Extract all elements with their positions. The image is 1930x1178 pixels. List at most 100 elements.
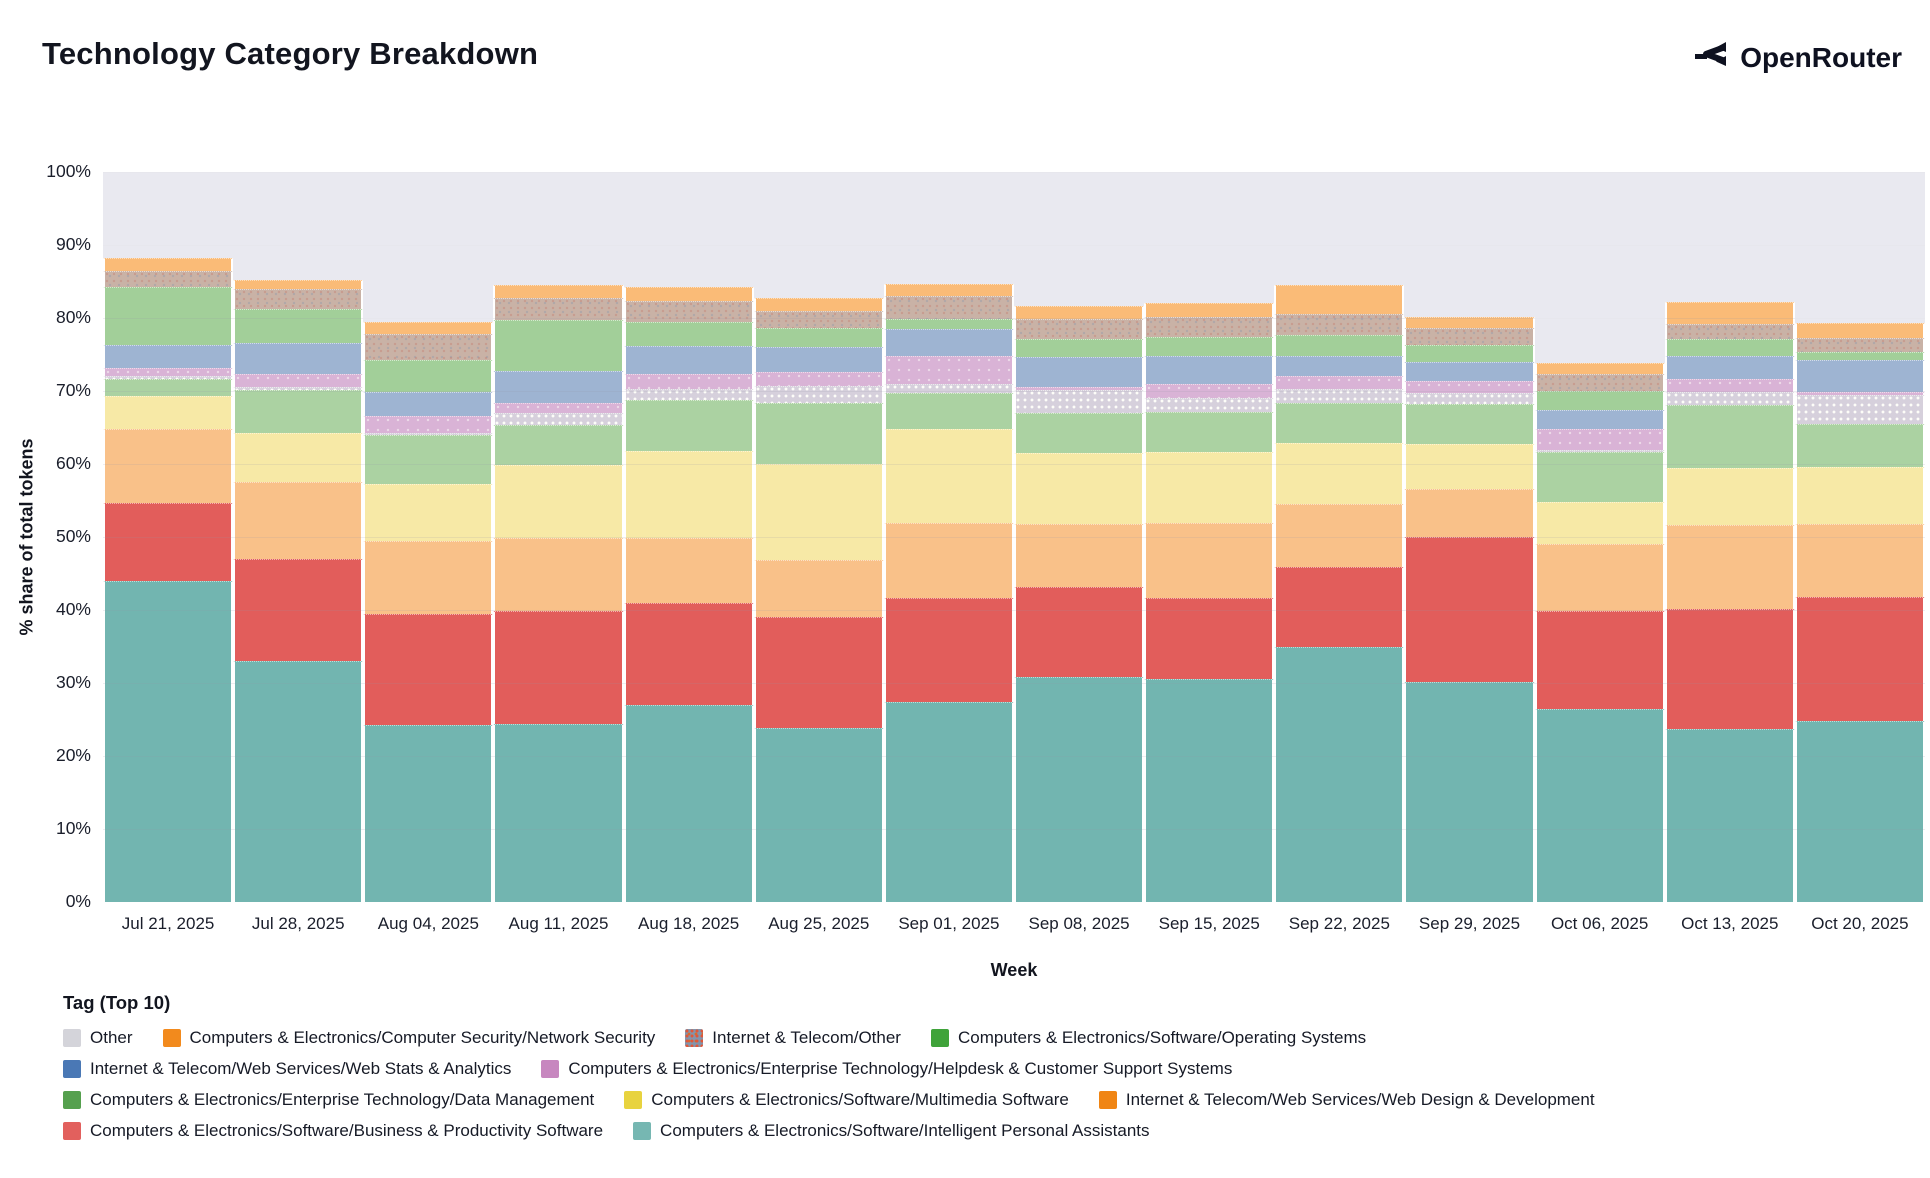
bar-segment-dm[interactable]	[623, 399, 754, 451]
bar-segment-ws[interactable]	[1013, 356, 1145, 387]
bar-segment-other[interactable]	[883, 383, 1014, 394]
bar-segment-other[interactable]	[1013, 390, 1145, 413]
bar-segment-ito[interactable]	[1534, 374, 1665, 392]
legend-item-ito[interactable]: Internet & Telecom/Other	[685, 1028, 901, 1048]
bar-segment-other[interactable]	[1534, 450, 1665, 453]
bar-segment-ipa[interactable]	[1534, 708, 1665, 902]
bar-segment-os[interactable]	[363, 359, 494, 393]
bar-segment-hd[interactable]	[1664, 379, 1795, 392]
bar-segment-dm[interactable]	[1534, 452, 1665, 502]
bar-segment-bp[interactable]	[493, 611, 624, 724]
bar-segment-hd[interactable]	[1404, 380, 1535, 393]
bar-segment-dm[interactable]	[1404, 404, 1535, 445]
bar-segment-ipa[interactable]	[363, 725, 494, 902]
bar-segment-ws[interactable]	[1144, 356, 1275, 385]
bar-segment-ipa[interactable]	[103, 580, 234, 902]
bar-segment-other[interactable]	[1274, 388, 1405, 403]
bar-segment-wdd[interactable]	[883, 523, 1014, 599]
bar-segment-ws[interactable]	[233, 342, 364, 375]
bar-segment-wdd[interactable]	[103, 428, 234, 504]
bar-segment-ns[interactable]	[1534, 362, 1665, 375]
bar-segment-ito[interactable]	[103, 270, 234, 287]
bar-segment-os[interactable]	[1794, 352, 1925, 360]
bar-segment-ns[interactable]	[1144, 302, 1275, 318]
bar-segment-hd[interactable]	[1013, 386, 1145, 391]
bar-segment-mm[interactable]	[233, 432, 364, 483]
bar-segment-ipa[interactable]	[623, 704, 754, 902]
bar-segment-os[interactable]	[103, 286, 234, 346]
bar-segment-wdd[interactable]	[1404, 488, 1535, 538]
bar-segment-hd[interactable]	[883, 356, 1014, 384]
bar-segment-hd[interactable]	[493, 402, 624, 413]
bar-segment-os[interactable]	[493, 320, 624, 372]
bar-segment-dm[interactable]	[1274, 402, 1405, 443]
bar-segment-bp[interactable]	[1404, 537, 1535, 682]
bar-segment-bp[interactable]	[1013, 586, 1145, 678]
legend-item-mm[interactable]: Computers & Electronics/Software/Multime…	[624, 1090, 1069, 1110]
bar-segment-ipa[interactable]	[233, 661, 364, 902]
bar-segment-hd[interactable]	[1534, 429, 1665, 451]
bar-segment-ns[interactable]	[363, 321, 494, 335]
bar-segment-hd[interactable]	[623, 374, 754, 389]
bar-segment-ws[interactable]	[493, 371, 624, 403]
bar-segment-mm[interactable]	[753, 464, 884, 561]
bar-segment-ipa[interactable]	[493, 723, 624, 902]
bar-segment-ipa[interactable]	[883, 701, 1014, 902]
bar-segment-hd[interactable]	[233, 374, 364, 388]
bar-segment-wdd[interactable]	[363, 540, 494, 614]
bar-segment-ipa[interactable]	[1144, 678, 1275, 902]
bar-segment-ws[interactable]	[1274, 356, 1405, 376]
bar-segment-mm[interactable]	[623, 450, 754, 539]
bar-segment-ito[interactable]	[883, 296, 1014, 319]
bar-segment-dm[interactable]	[363, 434, 494, 484]
legend-item-bp[interactable]: Computers & Electronics/Software/Busines…	[63, 1121, 603, 1141]
bar-segment-bp[interactable]	[233, 558, 364, 662]
bar-segment-ws[interactable]	[1794, 359, 1925, 392]
legend-item-other[interactable]: Other	[63, 1028, 133, 1048]
bar-segment-other[interactable]	[363, 432, 494, 435]
bar-segment-ito[interactable]	[493, 297, 624, 321]
bar-segment-bp[interactable]	[883, 598, 1014, 702]
bar-segment-wdd[interactable]	[233, 482, 364, 559]
bar-segment-ipa[interactable]	[1274, 647, 1405, 902]
bar-segment-ito[interactable]	[1144, 317, 1275, 338]
bar-segment-other[interactable]	[623, 388, 754, 400]
bar-segment-ws[interactable]	[1664, 356, 1795, 380]
bar-segment-bp[interactable]	[103, 503, 234, 581]
bar-segment-dm[interactable]	[753, 402, 884, 465]
bar-segment-ws[interactable]	[623, 345, 754, 375]
bar-segment-ito[interactable]	[1013, 318, 1145, 339]
bar-segment-wdd[interactable]	[1274, 504, 1405, 567]
bar-segment-ipa[interactable]	[753, 727, 884, 902]
bar-segment-ns[interactable]	[1274, 285, 1405, 314]
bar-segment-other[interactable]	[1794, 394, 1925, 424]
bar-segment-ns[interactable]	[753, 298, 884, 311]
bar-segment-wdd[interactable]	[753, 560, 884, 618]
bar-segment-ns[interactable]	[1794, 323, 1925, 338]
bar-segment-ns[interactable]	[493, 285, 624, 298]
bar-segment-os[interactable]	[1013, 338, 1145, 357]
bar-segment-mm[interactable]	[1144, 452, 1275, 524]
bar-segment-bp[interactable]	[623, 602, 754, 705]
bar-segment-bp[interactable]	[1664, 608, 1795, 729]
bar-segment-mm[interactable]	[1404, 444, 1535, 489]
bar-segment-ipa[interactable]	[1404, 681, 1535, 902]
bar-segment-ipa[interactable]	[1794, 720, 1925, 902]
bar-segment-dm[interactable]	[1664, 404, 1795, 468]
bar-segment-mm[interactable]	[1534, 502, 1665, 545]
bar-segment-bp[interactable]	[753, 617, 884, 728]
legend-item-ipa[interactable]: Computers & Electronics/Software/Intelli…	[633, 1121, 1150, 1141]
legend-item-os[interactable]: Computers & Electronics/Software/Operati…	[930, 1028, 1366, 1048]
bar-segment-os[interactable]	[1274, 334, 1405, 357]
bar-segment-ws[interactable]	[1534, 410, 1665, 430]
bar-segment-mm[interactable]	[1013, 453, 1145, 524]
bar-segment-other[interactable]	[1404, 392, 1535, 405]
bar-segment-bp[interactable]	[1534, 610, 1665, 709]
bar-segment-os[interactable]	[883, 318, 1014, 329]
bar-segment-ito[interactable]	[1274, 313, 1405, 335]
bar-segment-wdd[interactable]	[1144, 523, 1275, 599]
bar-segment-os[interactable]	[1664, 339, 1795, 357]
bar-segment-os[interactable]	[1144, 337, 1275, 357]
bar-segment-mm[interactable]	[103, 396, 234, 429]
bar-segment-bp[interactable]	[1274, 566, 1405, 648]
